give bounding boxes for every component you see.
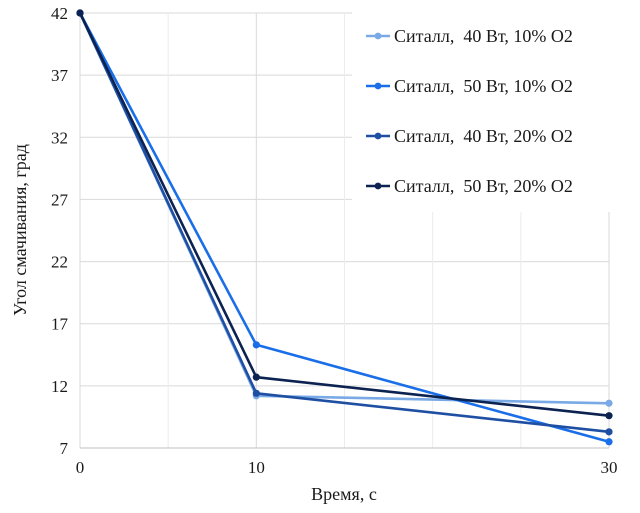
x-tick-label: 10	[248, 458, 265, 477]
data-point-series-4	[76, 9, 84, 17]
y-tick-label: 7	[60, 439, 69, 458]
y-tick-label: 42	[51, 4, 68, 23]
legend-swatch-marker	[374, 132, 382, 140]
data-point-series-3	[252, 389, 260, 397]
data-point-series-2	[252, 341, 260, 349]
series-lines	[76, 9, 613, 446]
axes: 7 12 17 22 27 32 37 42 0 10 30	[51, 4, 618, 477]
legend-entry-label: Ситалл, 40 Вт, 10% О2	[394, 26, 573, 46]
legend: Ситалл, 40 Вт, 10% О2 Ситалл, 50 Вт, 10% …	[352, 12, 614, 212]
y-tick-label: 12	[51, 377, 68, 396]
data-point-series-1	[605, 399, 613, 407]
legend-swatch-marker	[374, 182, 382, 190]
legend-entry-label: Ситалл, 50 Вт, 10% О2	[394, 76, 573, 96]
x-tick-label: 0	[76, 458, 85, 477]
data-point-series-4	[605, 412, 613, 420]
legend-entry-label: Ситалл, 50 Вт, 20% О2	[394, 176, 573, 196]
x-tick-label: 30	[601, 458, 618, 477]
y-axis-title: Угол смачивания, град	[10, 144, 30, 316]
data-point-series-4	[252, 373, 260, 381]
legend-swatch-marker	[374, 82, 382, 90]
y-tick-label: 22	[51, 253, 68, 272]
y-tick-label: 17	[51, 315, 69, 334]
y-tick-label: 37	[51, 66, 69, 85]
legend-entry-label: Ситалл, 40 Вт, 20% О2	[394, 126, 573, 146]
data-point-series-3	[605, 428, 613, 436]
y-tick-label: 27	[51, 190, 69, 209]
data-point-series-2	[605, 438, 613, 446]
legend-swatch-marker	[374, 32, 382, 40]
legend-background	[352, 12, 614, 212]
y-tick-label: 32	[51, 128, 68, 147]
x-axis-title: Время, с	[311, 484, 377, 504]
